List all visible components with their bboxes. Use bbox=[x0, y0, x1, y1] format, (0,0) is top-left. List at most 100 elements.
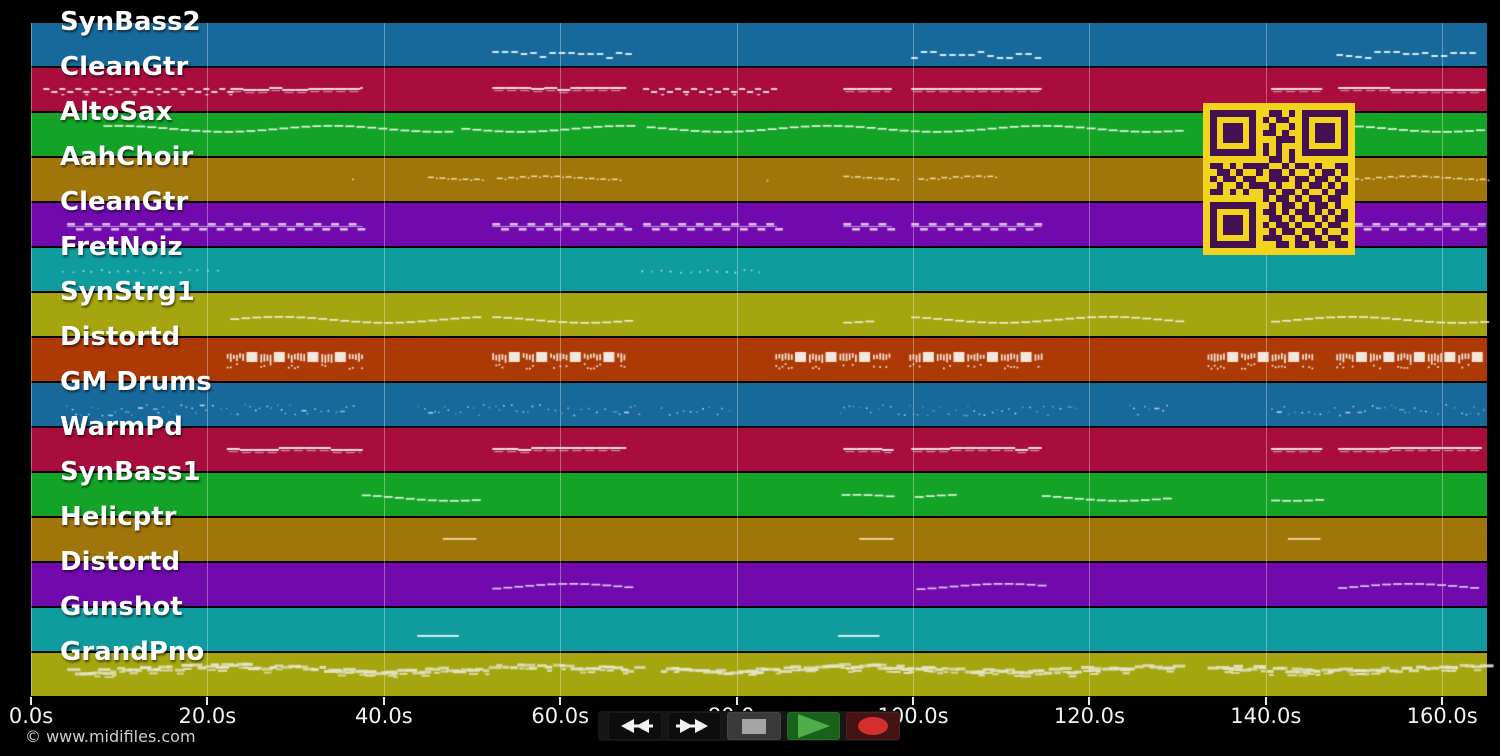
qr-module bbox=[1315, 234, 1322, 242]
qr-module bbox=[1275, 221, 1283, 229]
qr-module bbox=[1308, 149, 1316, 156]
qr-module bbox=[1334, 110, 1342, 117]
qr-module bbox=[1256, 182, 1263, 189]
qr-module bbox=[1243, 222, 1250, 229]
track-label: Distortd bbox=[60, 322, 181, 352]
play-button[interactable] bbox=[786, 712, 841, 740]
qr-module bbox=[1302, 142, 1309, 150]
qr-module bbox=[1334, 162, 1342, 170]
qr-module bbox=[1217, 117, 1224, 124]
qr-module bbox=[1328, 182, 1335, 189]
qr-module bbox=[1230, 235, 1237, 242]
track-label: Gunshot bbox=[60, 592, 183, 622]
qr-module bbox=[1302, 215, 1309, 222]
qr-module bbox=[1295, 143, 1302, 150]
qr-module bbox=[1309, 176, 1316, 183]
qr-module bbox=[1229, 129, 1237, 137]
qr-module bbox=[1288, 110, 1296, 117]
qr-module bbox=[1275, 149, 1283, 156]
qr-module bbox=[1269, 202, 1276, 209]
qr-module bbox=[1322, 209, 1329, 216]
qr-module bbox=[1243, 143, 1250, 150]
qr-module bbox=[1249, 234, 1256, 242]
qr-module bbox=[1328, 110, 1335, 117]
qr-module bbox=[1341, 241, 1348, 248]
qr-module bbox=[1308, 228, 1316, 235]
qr-module bbox=[1269, 228, 1276, 235]
qr-module bbox=[1289, 117, 1296, 124]
qr-module bbox=[1262, 162, 1270, 170]
qr-module bbox=[1275, 142, 1283, 150]
qr-module bbox=[1315, 182, 1322, 189]
qr-module bbox=[1217, 195, 1224, 202]
qr-module bbox=[1308, 110, 1316, 117]
qr-module bbox=[1289, 195, 1296, 202]
qr-module bbox=[1256, 162, 1263, 170]
qr-module bbox=[1321, 228, 1329, 235]
qr-module bbox=[1321, 123, 1329, 130]
qr-module bbox=[1308, 215, 1316, 222]
qr-module bbox=[1288, 215, 1296, 222]
qr-module bbox=[1321, 149, 1329, 156]
qr-module bbox=[1334, 234, 1342, 242]
qr-module bbox=[1249, 162, 1256, 170]
play-icon bbox=[797, 714, 830, 738]
qr-module bbox=[1276, 209, 1283, 216]
qr-module bbox=[1321, 136, 1329, 143]
qr-module bbox=[1216, 162, 1224, 170]
qr-module bbox=[1321, 241, 1329, 248]
qr-module bbox=[1236, 110, 1243, 117]
qr-module bbox=[1334, 188, 1342, 196]
qr-module bbox=[1315, 241, 1322, 248]
qr-module bbox=[1289, 241, 1296, 248]
qr-module bbox=[1249, 189, 1256, 196]
qr-module bbox=[1335, 143, 1342, 150]
qr-module bbox=[1236, 182, 1243, 189]
qr-module bbox=[1309, 241, 1316, 248]
rewind-button[interactable] bbox=[608, 712, 662, 740]
qr-module bbox=[1302, 129, 1309, 137]
qr-module bbox=[1315, 175, 1322, 183]
qr-module bbox=[1223, 169, 1230, 176]
stop-button[interactable] bbox=[727, 712, 781, 740]
qr-module bbox=[1269, 234, 1276, 242]
qr-module bbox=[1322, 163, 1329, 170]
qr-module bbox=[1210, 149, 1217, 156]
qr-module bbox=[1308, 195, 1316, 202]
qr-module bbox=[1315, 195, 1322, 202]
qr-module bbox=[1321, 129, 1329, 137]
qr-module bbox=[1217, 143, 1224, 150]
qr-module bbox=[1302, 149, 1309, 156]
qr-module bbox=[1295, 221, 1302, 229]
qr-module bbox=[1223, 241, 1230, 248]
qr-module bbox=[1275, 116, 1283, 124]
qr-module bbox=[1275, 182, 1283, 189]
record-button[interactable] bbox=[846, 712, 900, 740]
qr-module bbox=[1275, 234, 1283, 242]
fast-forward-button[interactable] bbox=[667, 712, 722, 740]
qr-module bbox=[1249, 123, 1256, 130]
qr-module bbox=[1275, 136, 1283, 143]
qr-module bbox=[1269, 110, 1276, 117]
qr-module bbox=[1315, 136, 1322, 143]
qr-module bbox=[1328, 208, 1335, 216]
qr-module bbox=[1230, 209, 1237, 216]
fast-forward-icon bbox=[676, 719, 709, 733]
qr-module bbox=[1243, 117, 1250, 124]
qr-module bbox=[1210, 123, 1217, 130]
qr-module bbox=[1223, 221, 1230, 229]
qr-module bbox=[1295, 175, 1302, 183]
qr-module bbox=[1341, 162, 1348, 170]
qr-module bbox=[1302, 202, 1309, 209]
qr-module bbox=[1328, 136, 1335, 143]
qr-module bbox=[1236, 123, 1243, 130]
qr-module bbox=[1282, 195, 1289, 202]
qr-module bbox=[1288, 149, 1296, 156]
qr-module bbox=[1217, 209, 1224, 216]
track-label: CleanGtr bbox=[60, 52, 189, 82]
qr-module bbox=[1210, 234, 1217, 242]
qr-module bbox=[1210, 129, 1217, 137]
qr-module bbox=[1229, 149, 1237, 156]
qr-module bbox=[1217, 222, 1224, 229]
qr-module bbox=[1276, 163, 1283, 170]
